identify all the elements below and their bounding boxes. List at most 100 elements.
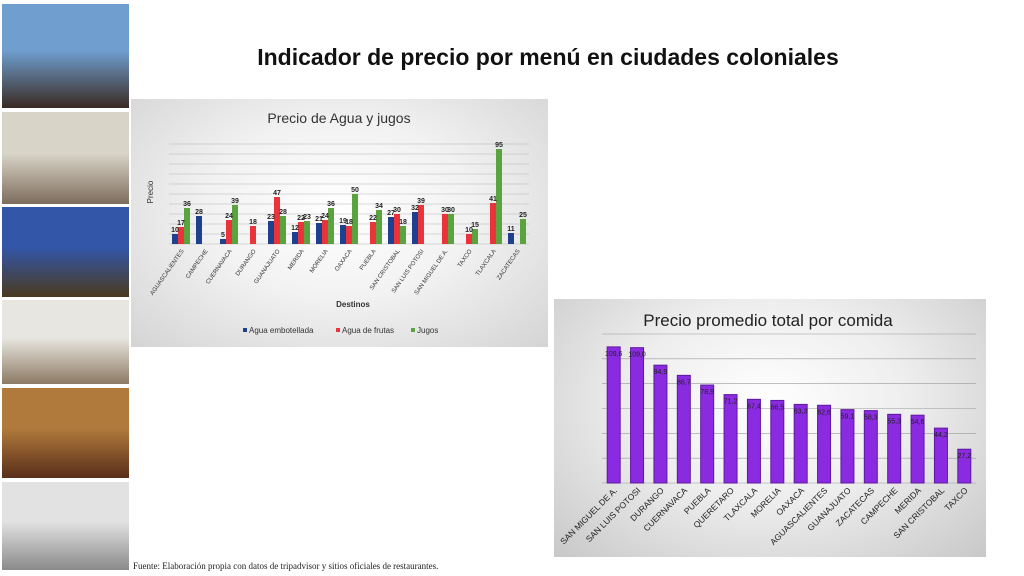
- data-label: 10: [171, 227, 179, 234]
- bar-merida: [910, 414, 925, 484]
- bar-oaxaca: [793, 403, 808, 484]
- bar-agua-embotellada-morelia: [316, 223, 322, 244]
- data-label: 109,0: [628, 352, 646, 359]
- bar-aguascalientes: [817, 404, 832, 484]
- data-label: 54,6: [911, 419, 925, 426]
- data-label: 39: [231, 198, 239, 205]
- bar-agua-embotellada-cuernavaca: [220, 239, 226, 244]
- legend-swatch: [336, 328, 340, 332]
- bar-san-cristobal: [933, 427, 948, 484]
- data-label: 30: [447, 207, 455, 214]
- bar-jugos-san-cristobal: [400, 226, 406, 244]
- data-label: 36: [183, 201, 191, 208]
- data-label: 62,6: [817, 409, 831, 416]
- x-tick-label: MERIDA: [287, 249, 305, 272]
- bar-jugos-morelia: [328, 208, 334, 244]
- source-note: Fuente: Elaboración propia con datos de …: [133, 561, 439, 571]
- x-axis-label: Destinos: [336, 300, 370, 309]
- data-label: 30: [441, 207, 449, 214]
- data-label: 15: [471, 222, 479, 229]
- bar-durango: [653, 364, 668, 484]
- bar-agua-de-frutas-morelia: [322, 220, 328, 244]
- data-label: 22: [369, 215, 377, 222]
- data-label: 23: [267, 214, 275, 221]
- bar-agua-de-frutas-guanajuato: [274, 197, 280, 244]
- bar-jugos-aguascalientes: [184, 208, 190, 244]
- x-tick-label: TLAXCALA: [475, 249, 498, 278]
- bar-agua-embotellada-merida: [292, 232, 298, 244]
- shopping-mall-photo: [2, 482, 129, 570]
- legend-swatch: [411, 328, 415, 332]
- bar-agua-embotellada-zacatecas: [508, 233, 514, 244]
- bar-jugos-puebla: [376, 210, 382, 244]
- bar-jugos-merida: [304, 221, 310, 244]
- bar-agua-de-frutas-san-miguel-de-a: [442, 214, 448, 244]
- bar-agua-de-frutas-taxco: [466, 234, 472, 244]
- x-tick-label: PUEBLA: [359, 249, 378, 272]
- bar-san-luis-potosi: [630, 347, 645, 484]
- legend-label: Agua de frutas: [342, 326, 394, 335]
- data-label: 59,1: [841, 414, 855, 421]
- bar-agua-embotellada-aguascalientes: [172, 234, 178, 244]
- data-label: 27,2: [958, 453, 972, 460]
- data-label: 55,3: [887, 418, 901, 425]
- data-label: 10: [465, 227, 473, 234]
- data-label: 30: [393, 207, 401, 214]
- rooftop-couple-photo: [2, 4, 129, 108]
- data-label: 44,2: [934, 432, 948, 439]
- bar-agua-de-frutas-oaxaca: [346, 226, 352, 244]
- data-label: 36: [327, 201, 335, 208]
- x-tick-label: MORELIA: [309, 249, 329, 275]
- data-label: 32: [411, 205, 419, 212]
- bar-agua-embotellada-campeche: [196, 216, 202, 244]
- bar-tlaxcala: [746, 398, 761, 484]
- bar-jugos-taxco: [472, 229, 478, 244]
- data-label: 71,2: [724, 399, 738, 406]
- bar-agua-de-frutas-san-luis-potosi: [418, 205, 424, 244]
- legend-label: Agua embotellada: [249, 326, 314, 335]
- bar-jugos-guanajuato: [280, 216, 286, 244]
- bar-jugos-tlaxcala: [496, 149, 502, 244]
- data-label: 94,9: [654, 369, 668, 376]
- data-label: 78,9: [700, 389, 714, 396]
- legend-swatch: [243, 328, 247, 332]
- x-tick-label: ZACATECAS: [496, 249, 521, 282]
- bar-agua-embotellada-san-cristobal: [388, 217, 394, 244]
- bar-agua-de-frutas-aguascalientes: [178, 227, 184, 244]
- bar-agua-de-frutas-san-cristobal: [394, 214, 400, 244]
- bar-zacatecas: [863, 410, 878, 484]
- chart-title: Precio promedio total por comida: [643, 311, 893, 330]
- church-tourists-photo: [2, 300, 129, 384]
- data-label: 5: [221, 232, 225, 239]
- data-label: 12: [291, 225, 299, 232]
- data-label: 18: [249, 219, 257, 226]
- data-label: 58,3: [864, 415, 878, 422]
- photo-strip: [2, 4, 130, 570]
- average-meal-price-chart-svg: Precio promedio total por comida 109,6 10…: [558, 311, 976, 547]
- data-label: 86,7: [677, 379, 691, 386]
- bar-agua-embotellada-guanajuato: [268, 221, 274, 244]
- bar-puebla: [700, 384, 715, 484]
- data-label: 66,5: [771, 404, 785, 411]
- data-label: 17: [177, 220, 185, 227]
- data-label: 28: [279, 209, 287, 216]
- data-label: 19: [339, 218, 347, 225]
- x-tick-label: OAXACA: [334, 249, 353, 273]
- data-label: 67,4: [747, 403, 761, 410]
- data-label: 18: [399, 219, 407, 226]
- slide-title: Indicador de precio por menú en ciudades…: [257, 44, 839, 70]
- bar-agua-embotellada-san-luis-potosi: [412, 212, 418, 244]
- chart-title: Precio de Agua y jugos: [267, 110, 410, 126]
- bar-san-miguel-de-a: [606, 346, 621, 484]
- bar-agua-de-frutas-cuernavaca: [226, 220, 232, 244]
- x-tick-label: CAMPECHE: [185, 249, 209, 280]
- data-label: 95: [495, 142, 503, 149]
- data-label: 47: [273, 190, 281, 197]
- bar-jugos-cuernavaca: [232, 205, 238, 244]
- average-meal-price-chart: Precio promedio total por comida 109,6 10…: [554, 299, 986, 557]
- bar-cuernavaca: [676, 374, 691, 484]
- bar-queretaro: [723, 394, 738, 484]
- bar-campeche: [887, 413, 902, 484]
- colonial-street-crowd-photo: [2, 112, 129, 204]
- bar-guanajuato: [840, 409, 855, 484]
